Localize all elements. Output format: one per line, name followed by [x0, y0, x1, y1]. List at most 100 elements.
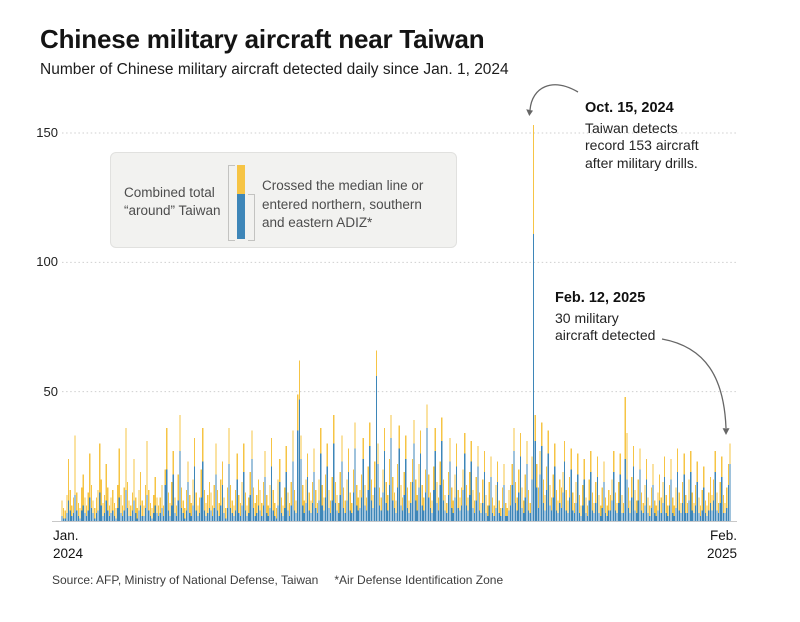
bar-crossed [683, 474, 685, 521]
bar-total [659, 474, 661, 501]
bar-crossed [500, 515, 502, 521]
bar-total [64, 510, 66, 519]
bar-crossed [690, 471, 692, 521]
bar-total [71, 505, 73, 516]
bar-crossed [708, 510, 710, 521]
bar-total [488, 482, 490, 506]
bar-crossed [586, 515, 589, 521]
bar-crossed [583, 479, 585, 521]
page-subtitle: Number of Chinese military aircraft dete… [40, 61, 509, 78]
bar-total [575, 482, 577, 503]
bar-crossed [215, 474, 217, 521]
bar-total [344, 500, 346, 514]
bar-crossed [61, 515, 63, 521]
bar-total [194, 438, 196, 467]
bar-total [130, 505, 132, 516]
bar-total [709, 477, 711, 503]
bar-crossed [722, 513, 725, 521]
bar-crossed [503, 484, 505, 521]
bar-total [464, 433, 466, 454]
bar-total [621, 495, 623, 514]
bar-crossed [328, 508, 330, 521]
bar-total [655, 505, 657, 516]
bar-crossed [284, 508, 286, 521]
bar-total [261, 502, 263, 516]
bar-total [213, 484, 215, 509]
bar-total [650, 487, 653, 509]
bar-total [89, 453, 91, 498]
bar-total [284, 487, 286, 509]
bar-crossed [82, 505, 84, 521]
legend-bracket-total [228, 165, 235, 241]
bar-crossed [578, 513, 580, 521]
bar-total [519, 433, 522, 457]
bar-crossed [411, 482, 413, 521]
bar-total [112, 490, 114, 511]
bar-total [215, 443, 217, 475]
bar-total [717, 502, 720, 514]
bar-total [529, 502, 531, 514]
bar-crossed [405, 458, 407, 521]
bar-crossed [351, 513, 353, 521]
bar-total [136, 508, 138, 519]
bar-crossed [300, 458, 302, 521]
bar-total [256, 495, 258, 514]
bar-total [365, 497, 368, 511]
bar-crossed [382, 492, 384, 521]
annotation-oct-15-line3: after military drills. [585, 155, 698, 172]
bar-total [419, 430, 422, 454]
bar-crossed [169, 515, 171, 521]
bar-total [231, 500, 233, 514]
bar-total [400, 484, 402, 506]
bar-total [208, 482, 210, 509]
bar-total [333, 414, 335, 444]
bar-total [511, 464, 513, 485]
bar-crossed [87, 510, 89, 521]
bar-crossed [531, 479, 533, 521]
bar-crossed [410, 502, 412, 521]
bar-total [683, 453, 685, 475]
bar-total [570, 448, 572, 470]
bar-total [397, 464, 399, 488]
bar-total [437, 497, 440, 511]
bar-crossed [483, 471, 486, 521]
bar-crossed [642, 513, 644, 521]
bar-crossed [673, 515, 675, 521]
bar-crossed [136, 518, 138, 521]
bar-total [585, 497, 587, 514]
bar-crossed [496, 482, 499, 521]
bar-crossed [228, 464, 230, 521]
legend-label-crossed-line1: Crossed the median line or [262, 178, 424, 193]
bar-total [149, 502, 152, 516]
bar-crossed [352, 492, 355, 521]
bar-crossed [220, 505, 222, 521]
bar-crossed [668, 505, 671, 521]
bar-crossed [179, 451, 181, 521]
bar-total [282, 505, 284, 516]
bar-crossed [439, 484, 441, 521]
bar-crossed [393, 508, 395, 521]
bar-crossed [176, 515, 178, 521]
bar-crossed [141, 515, 143, 521]
bar-crossed [624, 458, 626, 521]
bar-total [270, 438, 273, 467]
bar-crossed [541, 446, 543, 521]
bar-total [221, 461, 224, 485]
bar-total [675, 487, 677, 509]
x-tick-end: Feb. 2025 [707, 527, 737, 563]
bar-total [311, 482, 314, 503]
bar-crossed [323, 510, 325, 521]
bar-total [180, 487, 183, 509]
bar-total [161, 484, 163, 509]
bar-crossed [549, 505, 551, 521]
bar-total [346, 479, 348, 501]
bar-crossed [243, 471, 245, 521]
bar-total [644, 484, 646, 506]
bar-crossed [451, 508, 453, 521]
bar-total [90, 484, 93, 509]
bar-total [668, 484, 671, 506]
bar-total [313, 448, 315, 472]
bar-crossed [423, 510, 425, 521]
bar-crossed [711, 510, 713, 521]
bar-crossed [601, 508, 603, 521]
